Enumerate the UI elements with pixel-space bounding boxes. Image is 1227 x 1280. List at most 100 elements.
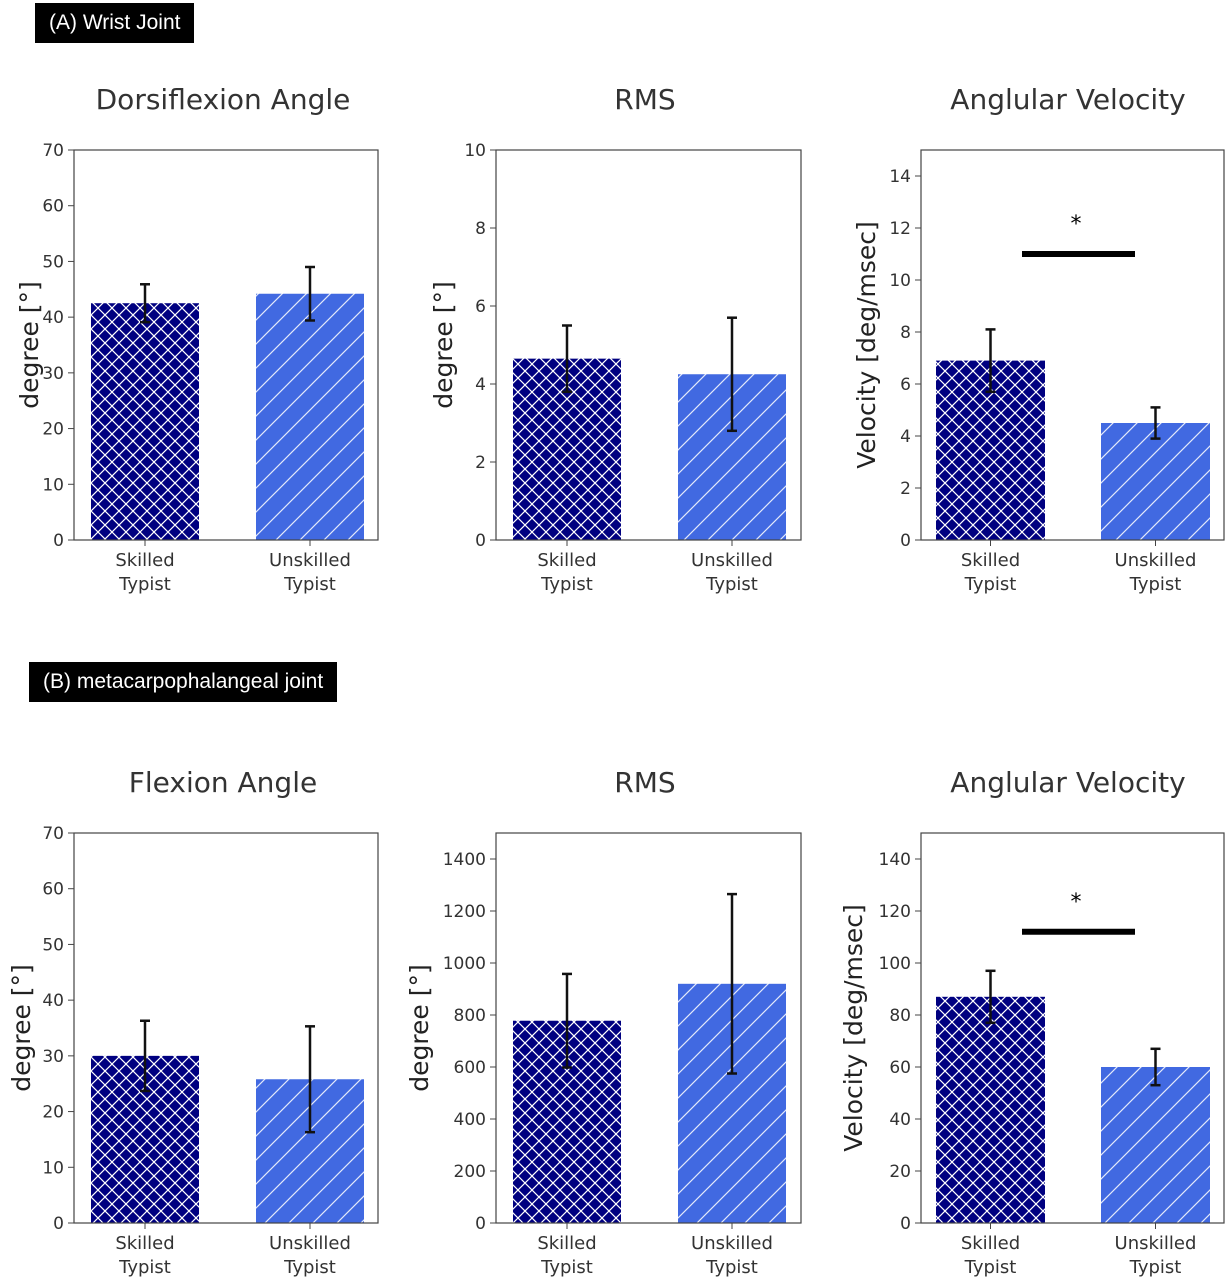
y-tick-label: 6 xyxy=(900,375,911,395)
x-tick-label: Skilled xyxy=(537,550,596,571)
y-tick-label: 20 xyxy=(42,420,64,440)
x-tick-label: Typist xyxy=(283,574,336,595)
y-tick-label: 1200 xyxy=(443,902,486,922)
chart-panel-4: Flexion Angle 0 10 20 30 40 50 60 70 degree [°] Sk… xyxy=(7,766,379,1278)
y-axis-label: degree [°] xyxy=(405,964,434,1092)
y-axis-label: degree [°] xyxy=(15,281,44,409)
y-tick-label: 1000 xyxy=(443,954,486,974)
x-tick-label: Skilled xyxy=(537,1233,596,1254)
y-tick-label: 60 xyxy=(42,197,64,217)
plot-frame xyxy=(73,832,379,1224)
y-tick-label: 14 xyxy=(889,167,911,187)
x-tick-label: Typist xyxy=(1129,574,1182,595)
y-tick-label: 2 xyxy=(900,479,911,499)
bar-unskilled-typist xyxy=(256,293,364,540)
plot-frame xyxy=(73,149,379,541)
x-tick-label: Skilled xyxy=(115,1233,174,1254)
x-tick-label: Typist xyxy=(118,1257,171,1278)
x-tick-label: Unskilled xyxy=(269,1233,351,1254)
x-tick-label: Typist xyxy=(964,574,1017,595)
y-tick-label: 40 xyxy=(42,308,64,328)
y-tick-label: 800 xyxy=(454,1006,486,1026)
chart-title: RMS xyxy=(614,766,675,799)
chart-title: RMS xyxy=(614,83,675,116)
plot-frame xyxy=(495,149,802,541)
x-tick-label: Typist xyxy=(283,1257,336,1278)
y-tick-label: 12 xyxy=(889,219,911,239)
y-tick-label: 10 xyxy=(889,271,911,291)
plot-frame xyxy=(495,832,802,1224)
y-tick-label: 6 xyxy=(475,297,486,317)
y-tick-label: 0 xyxy=(53,1214,64,1234)
y-tick-label: 10 xyxy=(464,141,486,161)
chart-panel-5: RMS 0 200 400 600 800 1000 1200 1400 degree [°] Sk… xyxy=(405,766,802,1278)
y-tick-label: 0 xyxy=(475,531,486,551)
y-tick-label: 60 xyxy=(889,1058,911,1078)
y-tick-label: 8 xyxy=(475,219,486,239)
chart-title: Anglular Velocity xyxy=(950,83,1185,116)
plot-frame xyxy=(920,832,1225,1224)
y-tick-label: 100 xyxy=(879,954,911,974)
x-tick-label: Skilled xyxy=(115,550,174,571)
section-label-wrist: (A) Wrist Joint xyxy=(35,3,195,43)
x-tick-label: Unskilled xyxy=(269,550,351,571)
y-tick-label: 80 xyxy=(889,1006,911,1026)
y-tick-label: 10 xyxy=(42,475,64,495)
y-tick-label: 4 xyxy=(475,375,486,395)
y-tick-label: 30 xyxy=(42,364,64,384)
y-tick-label: 0 xyxy=(900,531,911,551)
x-tick-label: Typist xyxy=(118,574,171,595)
bar-unskilled-typist xyxy=(1101,1067,1210,1223)
x-tick-label: Unskilled xyxy=(691,550,773,571)
x-tick-label: Unskilled xyxy=(691,1233,773,1254)
x-tick-label: Typist xyxy=(1129,1257,1182,1278)
y-tick-label: 400 xyxy=(454,1110,486,1130)
section-label-mcp: (B) metacarpophalangeal joint xyxy=(29,662,338,702)
chart-panel-1: Dorsiflexion Angle 0 10 20 30 40 50 60 70 degree … xyxy=(15,83,379,595)
x-tick-label: Typist xyxy=(705,1257,758,1278)
chart-title: Flexion Angle xyxy=(129,766,317,799)
y-tick-label: 10 xyxy=(42,1158,64,1178)
y-tick-label: 200 xyxy=(454,1162,486,1182)
y-axis-label: degree [°] xyxy=(429,281,458,409)
y-tick-label: 30 xyxy=(42,1047,64,1067)
chart-panel-3: Anglular Velocity 0 2 4 6 8 10 12 14 Velocity [de… xyxy=(852,83,1225,595)
y-tick-label: 140 xyxy=(879,850,911,870)
y-tick-label: 600 xyxy=(454,1058,486,1078)
y-tick-label: 1400 xyxy=(443,850,486,870)
y-axis-label: Velocity [deg/msec] xyxy=(839,904,868,1152)
chart-title: Dorsiflexion Angle xyxy=(96,83,351,116)
chart-panel-6: Anglular Velocity 0 20 40 60 80 100 120 140 Veloc… xyxy=(839,766,1225,1278)
y-tick-label: 60 xyxy=(42,880,64,900)
x-tick-label: Typist xyxy=(540,1257,593,1278)
x-tick-label: Typist xyxy=(705,574,758,595)
y-tick-label: 0 xyxy=(475,1214,486,1234)
bar-skilled-typist xyxy=(91,303,199,540)
x-tick-label: Typist xyxy=(964,1257,1017,1278)
significance-marker: * xyxy=(1071,890,1082,915)
y-tick-label: 0 xyxy=(53,531,64,551)
y-tick-label: 120 xyxy=(879,902,911,922)
y-tick-label: 20 xyxy=(42,1103,64,1123)
y-tick-label: 2 xyxy=(475,453,486,473)
y-tick-label: 50 xyxy=(42,935,64,955)
chart-panel-2: RMS 0 2 4 6 8 10 degree [°] Skilled Typist Unskill… xyxy=(429,83,802,595)
y-tick-label: 40 xyxy=(42,991,64,1011)
x-tick-label: Skilled xyxy=(961,550,1020,571)
y-tick-label: 70 xyxy=(42,141,64,161)
chart-title: Anglular Velocity xyxy=(950,766,1185,799)
x-tick-label: Skilled xyxy=(961,1233,1020,1254)
bar-unskilled-typist xyxy=(1101,423,1210,540)
y-tick-label: 20 xyxy=(889,1162,911,1182)
y-tick-label: 40 xyxy=(889,1110,911,1130)
y-axis-label: degree [°] xyxy=(7,964,36,1092)
y-tick-label: 8 xyxy=(900,323,911,343)
bar-skilled-typist xyxy=(936,996,1045,1223)
y-tick-label: 4 xyxy=(900,427,911,447)
x-tick-label: Unskilled xyxy=(1115,550,1197,571)
y-axis-label: Velocity [deg/msec] xyxy=(852,221,881,469)
plot-frame xyxy=(920,149,1225,541)
y-tick-label: 0 xyxy=(900,1214,911,1234)
y-tick-label: 70 xyxy=(42,824,64,844)
